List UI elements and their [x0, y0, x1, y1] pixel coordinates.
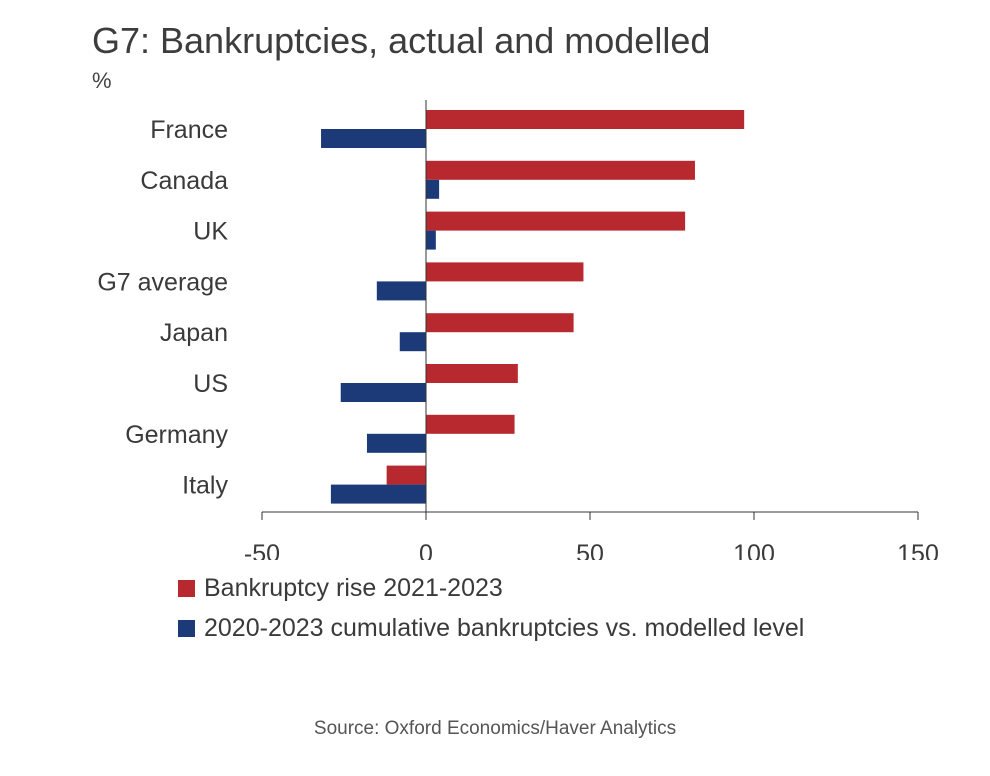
bar-rise-germany: [426, 414, 515, 434]
labels-layer: France Canada UK G7 average Japan US Germany It…: [97, 116, 939, 560]
legend-swatch-rise: [178, 579, 195, 597]
legend-item-rise: Bankruptcy rise 2021-2023: [178, 568, 804, 608]
bar-rise-g7-average: [426, 262, 584, 282]
bar-cumulative-france: [321, 129, 426, 148]
bar-rise-italy: [386, 465, 426, 485]
bar-rise-france: [426, 110, 745, 129]
x-tick-label: -50: [244, 540, 280, 560]
category-label: Canada: [140, 167, 228, 195]
bar-cumulative-italy: [330, 484, 426, 504]
bar-rise-canada: [426, 160, 695, 180]
category-label: France: [150, 116, 228, 144]
bar-rise-japan: [426, 313, 574, 333]
legend-label-rise: Bankruptcy rise 2021-2023: [204, 573, 503, 602]
bar-cumulative-us: [340, 383, 426, 402]
bar-chart: France Canada UK G7 average Japan US Germany It…: [97, 100, 939, 560]
legend-item-cumulative: 2020-2023 cumulative bankruptcies vs. mo…: [178, 608, 804, 648]
bar-cumulative-canada: [426, 179, 440, 199]
bars-layer: [321, 110, 745, 504]
x-tick-label: 50: [576, 540, 604, 560]
x-tick-label: 100: [733, 540, 775, 560]
category-label: G7 average: [97, 268, 228, 296]
unit-label: %: [92, 68, 112, 93]
x-tick-label: 0: [419, 540, 433, 560]
category-label: Japan: [160, 319, 228, 347]
category-label: UK: [193, 218, 228, 246]
category-label: Germany: [125, 421, 228, 449]
x-tick-label: 150: [897, 540, 939, 560]
bar-cumulative-japan: [399, 332, 426, 352]
category-label: Italy: [182, 472, 228, 500]
legend: Bankruptcy rise 2021-2023 2020-2023 cumu…: [178, 568, 804, 648]
bar-rise-us: [426, 364, 518, 383]
legend-label-cumulative: 2020-2023 cumulative bankruptcies vs. mo…: [204, 613, 805, 642]
axis-layer: [261, 100, 919, 520]
bar-cumulative-germany: [366, 433, 426, 453]
category-label: US: [193, 370, 228, 398]
chart-title: G7: Bankruptcies, actual and modelled: [92, 20, 711, 61]
source-note: Source: Oxford Economics/Haver Analytics: [313, 718, 677, 739]
bar-rise-uk: [426, 211, 686, 231]
bar-cumulative-uk: [426, 230, 436, 250]
bar-cumulative-g7-average: [376, 281, 426, 301]
legend-swatch-cumulative: [178, 619, 195, 637]
